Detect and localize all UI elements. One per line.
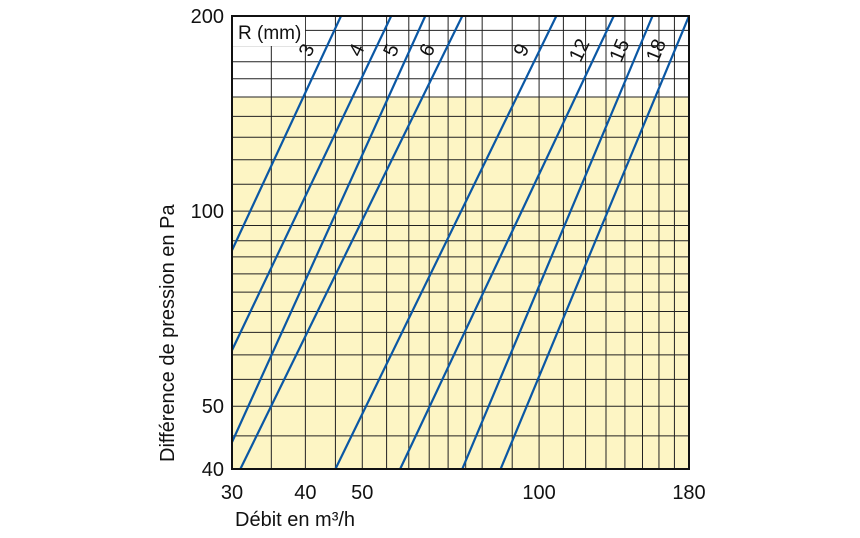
curve-label-4: 4 xyxy=(345,41,370,61)
x-tick-labels: 30 40 50 100 180 xyxy=(221,482,706,504)
series-line-6 xyxy=(239,16,464,469)
series-line-3 xyxy=(232,16,343,251)
x-axis-label: Débit en m³/h xyxy=(235,509,355,531)
y-tick-labels: 40 50 100 200 xyxy=(191,6,224,481)
curve-label-15: 15 xyxy=(606,36,635,65)
series-line-4 xyxy=(232,16,393,351)
curve-label-12: 12 xyxy=(565,36,594,65)
y-tick-label: 40 xyxy=(202,459,224,481)
x-tick-label: 180 xyxy=(672,482,705,504)
plot-frame xyxy=(231,15,690,470)
series-line-12 xyxy=(399,16,615,469)
x-tick-label: 40 xyxy=(294,482,316,504)
legend-box xyxy=(232,16,305,46)
x-tick-label: 30 xyxy=(221,482,243,504)
series-line-5 xyxy=(232,16,427,443)
curve-label-6: 6 xyxy=(415,40,440,60)
grid xyxy=(231,15,690,470)
curve-label-9: 9 xyxy=(510,40,535,60)
x-tick-label: 50 xyxy=(351,482,373,504)
series-line-9 xyxy=(334,16,558,469)
legend-title: R (mm) xyxy=(238,23,301,44)
y-tick-label: 200 xyxy=(191,6,224,28)
curve-labels: 3 4 5 6 9 12 15 18 xyxy=(295,36,671,65)
y-tick-label: 50 xyxy=(202,396,224,418)
curve-label-3: 3 xyxy=(295,41,320,60)
series-line-18 xyxy=(499,16,689,469)
series-lines xyxy=(232,16,689,469)
series-line-15 xyxy=(461,16,654,469)
curve-label-18: 18 xyxy=(642,36,671,65)
curve-label-5: 5 xyxy=(379,41,404,60)
y-tick-label: 100 xyxy=(191,201,224,223)
y-axis-label: Différence de pression en Pa xyxy=(157,204,179,462)
shaded-band xyxy=(232,96,689,470)
x-tick-label: 100 xyxy=(522,482,555,504)
